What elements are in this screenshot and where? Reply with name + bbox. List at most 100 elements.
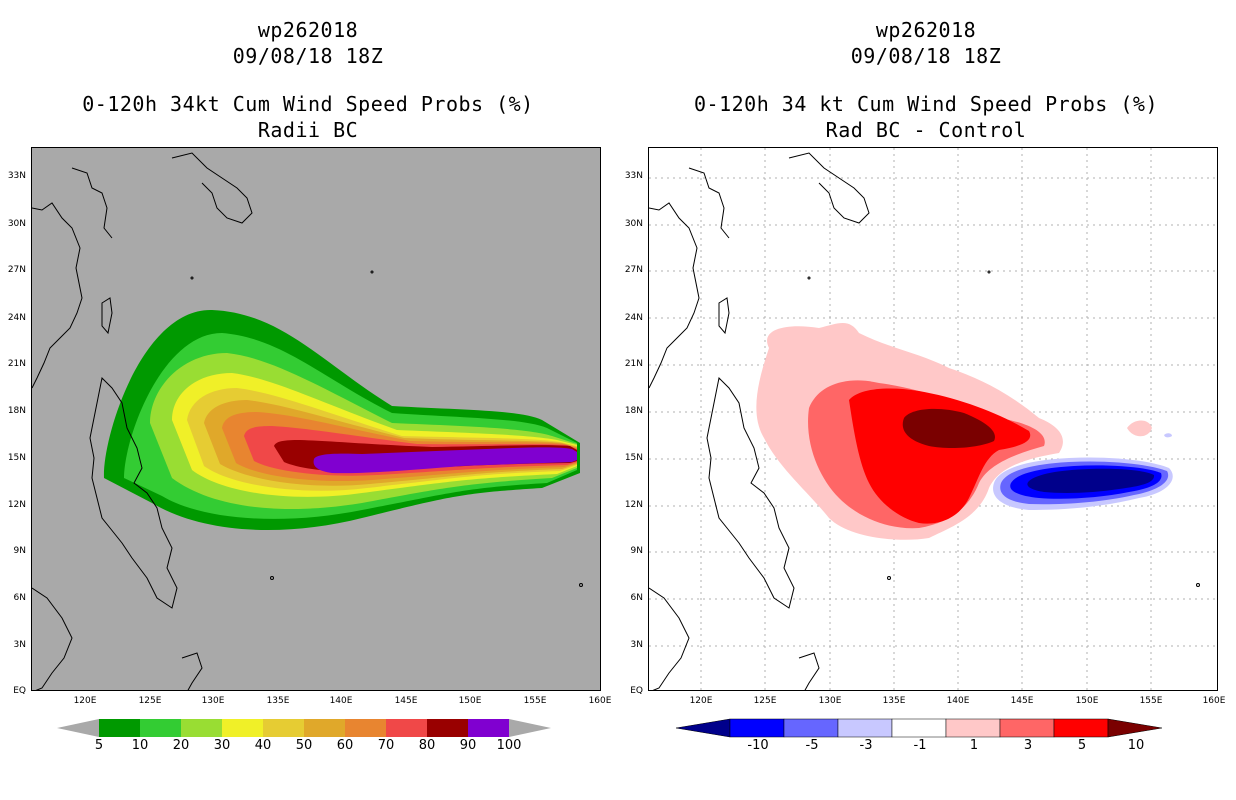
left-lat-3n: 3N [13,640,26,650]
left-colorbar-cell [222,719,263,737]
china-coastline [32,202,83,389]
left-lat-33n: 33N [7,171,26,181]
right-cbar-label-neg1: -1 [913,738,927,753]
prob-90-contour [313,447,577,474]
right-cbar-label-10: 10 [1127,738,1145,753]
diff-neg10-contour [1027,468,1155,493]
left-cbar-label-80: 80 [418,738,436,753]
left-cbar-label-20: 20 [172,738,190,753]
island-dot [1196,583,1200,587]
right-colorbar-cell [891,718,947,738]
left-lat-12n: 12N [7,500,26,510]
right-lon-160e: 160E [1202,696,1226,706]
left-lon-155e: 155E [523,696,547,706]
left-colorbar [57,719,551,737]
left-lat-15n: 15N [7,453,26,463]
island-dot [579,583,583,587]
left-lon-125e: 125E [138,696,162,706]
diff-pos10-contour [902,408,995,449]
right-title-storm: wp262018 [875,18,977,42]
left-title-subtitle: Radii BC [257,118,359,142]
left-colorbar-cell [99,719,140,737]
left-lon-145e: 145E [394,696,418,706]
right-cbar-label-1: 1 [969,738,979,753]
right-lon-140e: 140E [946,696,970,706]
left-colorbar-over-arrow [509,719,551,737]
left-lat-27n: 27N [7,265,26,275]
right-lat-6n: 6N [630,593,643,603]
right-lon-125e: 125E [753,696,777,706]
island-dot [190,276,194,280]
right-lat-24n: 24N [624,313,643,323]
japan-coastline [171,152,253,224]
left-cbar-label-30: 30 [213,738,231,753]
left-lat-eq: EQ [13,686,26,696]
left-lat-24n: 24N [7,313,26,323]
right-colorbar-cell [945,718,1001,738]
left-lon-130e: 130E [201,696,225,706]
korea-coastline [71,167,113,239]
right-difference-contours [756,323,1173,540]
right-lat-27n: 27N [624,265,643,275]
left-cbar-label-5: 5 [94,738,104,753]
right-map-panel [648,147,1218,691]
right-colorbar-cell [999,718,1055,738]
right-lat-18n: 18N [624,406,643,416]
right-lon-150e: 150E [1075,696,1099,706]
left-lat-18n: 18N [7,406,26,416]
left-lat-30n: 30N [7,219,26,229]
right-coastlines [649,152,1200,690]
right-cbar-label-neg5: -5 [805,738,819,753]
left-colorbar-cell [181,719,222,737]
indonesia-coastline [649,587,690,690]
right-lat-eq: EQ [630,686,643,696]
left-cbar-label-10: 10 [131,738,149,753]
left-cbar-label-60: 60 [336,738,354,753]
left-colorbar-cell [427,719,468,737]
right-lon-135e: 135E [882,696,906,706]
taiwan-coastline [718,297,730,335]
new-guinea-coastline [181,652,203,690]
right-map-svg [649,148,1217,690]
diff-pos1-blob [1127,420,1152,437]
right-cbar-label-neg3: -3 [859,738,873,753]
left-coastlines [32,152,583,690]
left-probability-contours [103,309,580,530]
left-cbar-label-50: 50 [295,738,313,753]
right-gridlines [649,148,1217,690]
left-lat-21n: 21N [7,359,26,369]
left-title-product: 0-120h 34kt Cum Wind Speed Probs (%) [82,92,534,116]
right-lat-15n: 15N [624,453,643,463]
left-cbar-label-100: 100 [496,738,522,753]
island-dot [887,576,891,580]
right-lon-120e: 120E [689,696,713,706]
right-lat-3n: 3N [630,640,643,650]
left-map-panel [31,147,601,691]
right-lat-30n: 30N [624,219,643,229]
right-colorbar-cell [837,718,893,738]
right-lat-9n: 9N [630,546,643,556]
japan-coastline [788,152,870,224]
taiwan-coastline [101,297,113,335]
right-lon-145e: 145E [1010,696,1034,706]
left-colorbar-cell [386,719,427,737]
right-lat-21n: 21N [624,359,643,369]
korea-coastline [688,167,730,239]
left-colorbar-cell [140,719,181,737]
right-lat-12n: 12N [624,500,643,510]
left-lon-135e: 135E [266,696,290,706]
left-colorbar-under-arrow [57,719,99,737]
right-title-product: 0-120h 34 kt Cum Wind Speed Probs (%) [693,92,1159,116]
right-cbar-label-3: 3 [1023,738,1033,753]
left-lat-9n: 9N [13,546,26,556]
right-cbar-label-5: 5 [1077,738,1087,753]
right-colorbar [676,718,1163,738]
right-colorbar-cell [676,718,731,738]
philippines-coastline [706,376,795,609]
right-colorbar-cell [1107,718,1163,738]
left-lon-160e: 160E [588,696,612,706]
left-colorbar-cell [345,719,386,737]
new-guinea-coastline [798,652,820,690]
right-title-date: 09/08/18 18Z [850,44,1002,68]
left-colorbar-cell [304,719,345,737]
